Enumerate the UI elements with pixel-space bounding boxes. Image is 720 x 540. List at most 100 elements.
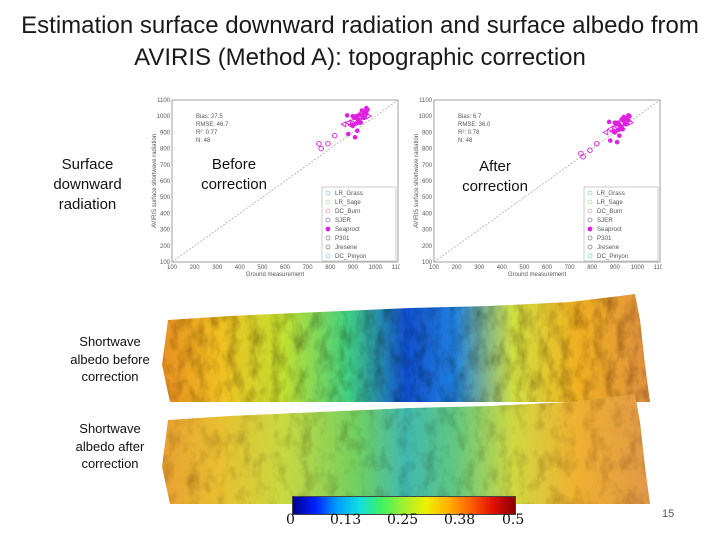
legend-marker: [587, 244, 593, 250]
x-tick-label: 800: [325, 265, 336, 271]
y-tick-label: 200: [422, 244, 433, 250]
data-point: [607, 138, 613, 143]
data-point: [580, 153, 586, 160]
data-point: [606, 125, 613, 133]
legend-entry: SJER: [597, 217, 613, 224]
legend-marker: [325, 208, 331, 214]
data-point: [350, 113, 356, 119]
y-tick-label: 1100: [419, 98, 433, 104]
legend-box: [583, 186, 659, 262]
legend-entry: DC_Burn: [597, 208, 623, 215]
data-point: [345, 131, 351, 137]
y-tick-label: 500: [160, 195, 171, 201]
data-point: [331, 132, 338, 139]
legend-marker: [325, 253, 331, 259]
legend-marker: [587, 226, 593, 232]
data-point: [344, 119, 351, 126]
x-tick-label: 500: [519, 265, 530, 271]
colorbar-tick: 0.13: [330, 512, 362, 528]
x-tick-label: 1100: [392, 265, 400, 271]
legend-entry: LR_Grass: [335, 190, 363, 197]
data-point: [316, 140, 322, 147]
data-point: [340, 121, 347, 128]
legend-marker: [587, 253, 593, 259]
scatter-plot-before: 100 200 300 400 500 600 700 800 900 1000 1100 100 20…: [152, 98, 400, 278]
x-axis-label: Ground measurement: [246, 272, 305, 278]
y-tick-label: 300: [422, 228, 433, 234]
colorbar-tick: 0.38: [444, 512, 476, 528]
y-tick-label: 700: [422, 163, 433, 169]
legend-entry: P301: [335, 235, 350, 242]
legend-entry: LR_Sage: [335, 199, 361, 206]
y-tick-label: 900: [422, 130, 433, 136]
data-point: [606, 119, 612, 125]
one-to-one-line: [171, 99, 399, 263]
x-tick-label: 700: [303, 265, 314, 271]
colorbar-tick: 0.25: [387, 512, 419, 528]
legend-entry: Seaproct: [335, 226, 360, 233]
data-point: [609, 128, 615, 135]
legend-marker: [587, 208, 593, 214]
legend-marker: [587, 199, 593, 205]
y-tick-label: 500: [422, 195, 433, 201]
x-tick-label: 800: [587, 265, 598, 271]
y-tick-label: 800: [422, 147, 433, 153]
data-point: [621, 114, 627, 120]
legend-marker: [587, 217, 593, 223]
data-point: [344, 113, 350, 118]
legend-entry: Jresene: [335, 244, 358, 251]
x-tick-label: 400: [235, 265, 246, 271]
stats-line: R²: 0.78: [458, 130, 480, 136]
albedo-after-label: Shortwave albedo after correction: [75, 421, 145, 471]
y-tick-label: 400: [422, 211, 433, 217]
data-point: [364, 105, 369, 111]
before-correction-label: Before correction: [201, 156, 267, 193]
data-point: [366, 112, 373, 120]
legend-entry: DC_Burn: [335, 208, 361, 215]
y-tick-label: 600: [160, 179, 171, 185]
stats-line: RMSE: 36.0: [458, 122, 491, 128]
x-axis-label: Ground measurement: [508, 272, 567, 278]
x-tick-label: 100: [167, 265, 178, 271]
data-point: [602, 129, 609, 136]
plot-frame: [433, 99, 661, 263]
x-tick-label: 900: [610, 265, 621, 271]
data-point: [361, 115, 367, 121]
x-tick-label: 700: [565, 265, 576, 271]
legend-entry: SJER: [335, 217, 351, 224]
legend-marker: [325, 226, 331, 232]
legend-entry: DC_Pinyon: [335, 253, 367, 260]
data-point: [347, 121, 353, 129]
after-correction-label: After correction: [462, 158, 528, 195]
x-tick-label: 1000: [631, 265, 645, 271]
y-tick-label: 1000: [157, 114, 171, 120]
y-tick-label: 100: [160, 260, 171, 266]
data-point: [593, 140, 600, 147]
x-tick-label: 400: [497, 265, 508, 271]
data-point: [357, 116, 364, 123]
data-point: [626, 113, 631, 118]
colorbar-tick: 0: [286, 512, 295, 528]
x-tick-label: 600: [542, 265, 553, 271]
legend-marker: [325, 190, 331, 196]
x-tick-label: 300: [474, 265, 485, 271]
surface-radiation-label: Surface downward radiation: [53, 156, 122, 213]
y-tick-label: 400: [160, 211, 171, 217]
data-point: [612, 125, 619, 132]
legend-entry: P301: [597, 235, 612, 242]
legend-box: [321, 186, 397, 262]
stats-line: Bias: 6.7: [458, 114, 482, 120]
x-tick-label: 500: [257, 265, 268, 271]
x-tick-label: 900: [348, 265, 359, 271]
legend-marker: [587, 235, 593, 241]
data-point: [350, 119, 357, 126]
scatter-plot-after: 100 200 300 400 500 600 700 800 900 1000 1100 100 20…: [414, 98, 662, 278]
y-tick-label: 700: [160, 163, 171, 169]
legend-entry: Seaproct: [597, 226, 622, 233]
x-tick-label: 200: [190, 265, 201, 271]
legend-entry: DC_Pinyon: [597, 253, 629, 260]
albedo-map-before: [162, 294, 650, 402]
albedo-map-after: [162, 394, 650, 504]
data-point: [318, 145, 324, 152]
stats-line: N: 48: [196, 138, 211, 144]
